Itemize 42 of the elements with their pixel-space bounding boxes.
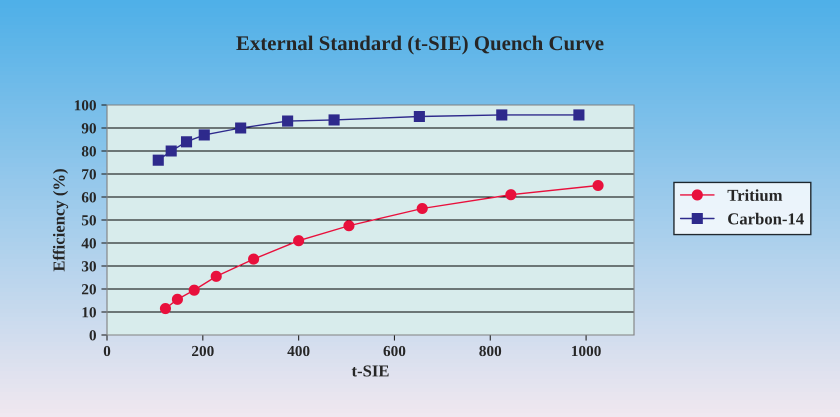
- y-tick-label: 40: [82, 238, 96, 248]
- y-tick-label: 100: [74, 100, 96, 110]
- point: [180, 136, 192, 148]
- point: [592, 180, 604, 192]
- point: [414, 110, 425, 122]
- x-tick-label: 600: [384, 346, 406, 356]
- y-tick-label: 10: [82, 307, 96, 318]
- point: [210, 270, 222, 282]
- point: [172, 294, 183, 305]
- x-tick-label: 200: [192, 346, 214, 356]
- point: [160, 302, 172, 314]
- chart-title: External Standard (t-SIE) Quench Curve: [236, 36, 604, 54]
- y-tick-label: 30: [82, 261, 96, 272]
- y-tick-label: 90: [82, 123, 96, 134]
- point: [152, 154, 164, 166]
- point: [328, 114, 340, 126]
- legend-label: Carbon-14: [728, 212, 804, 224]
- point: [198, 129, 210, 140]
- point: [188, 284, 200, 296]
- point: [282, 116, 294, 127]
- point: [343, 220, 354, 232]
- point: [416, 202, 428, 214]
- point: [166, 145, 177, 157]
- point: [505, 189, 516, 200]
- point: [496, 109, 508, 120]
- y-tick-label: 80: [82, 146, 96, 156]
- x-tick-label: 800: [479, 346, 502, 356]
- y-tick-label: 0: [90, 330, 96, 340]
- y-tick-label: 70: [82, 169, 96, 180]
- point: [293, 235, 304, 246]
- x-tick-label: 1000: [572, 346, 601, 356]
- x-axis-title: t-SIE: [352, 365, 389, 377]
- legend-label: Tritium: [728, 189, 782, 201]
- point: [248, 254, 260, 265]
- point: [573, 109, 584, 120]
- x-tick-label: 400: [287, 346, 310, 356]
- y-axis-title: Efficiency (%): [52, 169, 68, 272]
- y-tick-label: 60: [82, 192, 96, 202]
- y-tick-label: 20: [82, 284, 96, 294]
- y-tick-label: 50: [82, 215, 96, 226]
- x-tick-label: 0: [104, 346, 110, 356]
- point: [235, 122, 246, 134]
